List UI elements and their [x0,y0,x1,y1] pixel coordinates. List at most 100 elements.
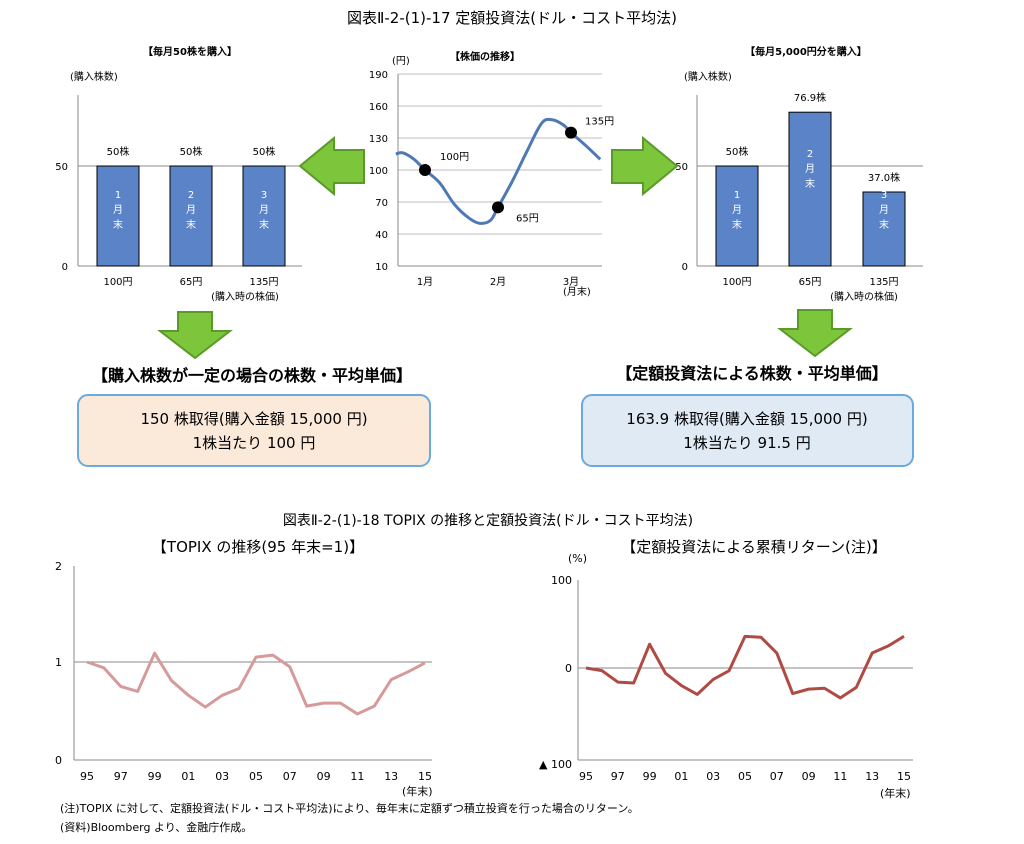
right-bar-inner-label-3-2: 月 [879,204,889,216]
topix-x-tick-07: 07 [283,770,297,783]
price-y-tick-160: 160 [369,102,388,113]
price-y-tick-190: 190 [369,70,388,81]
right-result-line2: 1株当たり 91.5 円 [683,434,810,452]
topix-x-tick-05: 05 [249,770,263,783]
right-x-tick-1: 100円 [722,277,751,288]
right-bar-inner-label-1-2: 月 [732,204,742,216]
right-y-tick-0: 0 [682,262,688,273]
left-result-heading: 【購入株数が一定の場合の株数・平均単価】 [92,366,412,385]
left-x-tick-2: 65円 [180,277,203,288]
left-bar-value-label-3: 50株 [253,145,276,158]
right-bar-1 [715,165,759,267]
right-result-line1: 163.9 株取得(購入金額 15,000 円) [626,410,867,428]
topix-line-chart: 2 1 0 95 97 99 01 03 05 07 09 11 13 15 (年末) [55,560,433,798]
right-bar-value-label-3: 37.0株 [868,171,900,184]
price-marker-3 [565,126,577,139]
topix-y-tick-1: 1 [55,656,62,669]
left-bar-3 [242,165,286,267]
topix-x-tick-95: 95 [80,770,94,783]
return-x-tick-09: 09 [802,770,816,783]
price-line-chart: 【株価の推移】 (円) 10 40 70 100 130 160 190 1月 2月 3月 100… [369,50,614,298]
price-marker-2 [492,201,504,214]
left-chart-subtitle: 【毎月50株を購入】 [143,45,237,58]
topix-x-tick-97: 97 [114,770,128,783]
left-result-box [77,394,431,467]
return-chart-unit: (%) [568,552,587,565]
left-bar-2 [169,165,213,267]
right-bar-value-label-1: 50株 [726,145,749,158]
left-bar-inner-label-1-3: 末 [113,218,123,231]
left-bar-value-label-1: 50株 [107,145,130,158]
left-y-tick-0: 0 [62,262,68,273]
price-chart-unit: (円) [392,56,410,67]
figure18-title: 図表Ⅱ-2-(1)-18 TOPIX の推移と定額投資法(ドル・コスト平均法) [283,513,693,529]
topix-series-line [86,651,426,716]
left-bar-chart: 【毎月50株を購入】 (購入株数) 0 50 50株 1 月末 100円 50株 2 月末 6… [55,45,302,303]
right-bar-inner-label-2-3: 末 [805,177,815,190]
return-x-unit: (年末) [880,786,911,800]
arrow-down-right [777,309,853,358]
right-x-tick-3: 135円 [869,277,898,288]
right-y-tick-50: 50 [675,162,688,173]
arrow-left [298,135,365,197]
price-y-tick-70: 70 [375,198,388,209]
left-x-tick-1: 100円 [103,277,132,288]
left-x-note: (購入時の株価) [211,290,279,303]
right-bar-inner-label-2-1: 2 [807,149,813,160]
return-chart-subtitle: 【定額投資法による累積リターン(注)】 [621,538,887,556]
left-y-tick-50: 50 [55,162,68,173]
arrow-down-left [157,311,233,360]
left-bar-inner-label-2-3: 末 [186,218,196,231]
topix-x-tick-03: 03 [215,770,229,783]
right-chart-unit: (購入株数) [684,70,732,83]
price-marker-label-3: 135円 [585,117,614,128]
price-marker-1 [419,163,431,176]
return-x-tick-15: 15 [897,770,911,783]
figure17-title: 図表Ⅱ-2-(1)-17 定額投資法(ドル・コスト平均法) [347,9,677,27]
topix-chart-subtitle: 【TOPIX の推移(95 年末=1)】 [152,538,364,556]
topix-y-tick-2: 2 [55,560,62,573]
return-x-tick-13: 13 [865,770,879,783]
topix-x-tick-13: 13 [384,770,398,783]
left-bar-inner-label-3-3: 末 [259,218,269,231]
right-result-heading: 【定額投資法による株数・平均単価】 [616,364,888,383]
right-chart-subtitle: 【毎月5,000円分を購入】 [745,45,867,58]
topix-x-tick-15: 15 [418,770,432,783]
price-y-tick-130: 130 [369,134,388,145]
left-result-line2: 1株当たり 100 円 [193,434,316,452]
topix-x-tick-01: 01 [181,770,195,783]
return-y-tick-100: 100 [551,574,572,587]
return-line-chart: (%) 100 0 ▲ 100 95 97 99 01 03 05 07 09 11 13 15 (… [539,552,913,800]
return-x-tick-03: 03 [706,770,720,783]
source-note: (資料)Bloomberg より、金融庁作成。 [60,820,252,834]
topix-y-tick-0: 0 [55,754,62,767]
price-x-tick-3: 3月 [563,276,579,288]
price-x-unit: (月末) [563,285,591,298]
return-x-tick-05: 05 [738,770,752,783]
right-bar-value-label-2: 76.9株 [794,91,826,104]
right-bar-inner-label-2-2: 月 [805,163,815,175]
topix-x-unit: (年末) [402,784,433,798]
left-bar-inner-label-3-1: 3 [261,190,267,201]
left-bar-value-label-2: 50株 [180,145,203,158]
price-chart-subtitle: 【株価の推移】 [450,50,520,63]
return-x-tick-07: 07 [770,770,784,783]
left-bar-inner-label-1-1: 1 [115,190,121,201]
return-x-tick-97: 97 [611,770,625,783]
return-series-line [585,634,905,700]
topix-x-tick-99: 99 [148,770,162,783]
left-bar-inner-label-1-2: 月 [113,204,123,216]
left-x-tick-3: 135円 [249,277,278,288]
return-x-tick-01: 01 [674,770,688,783]
right-x-note: (購入時の株価) [830,290,898,303]
price-marker-label-2: 65円 [516,213,539,224]
topix-x-tick-11: 11 [350,770,364,783]
price-x-tick-1: 1月 [417,276,433,288]
return-y-tick-0: 0 [565,662,572,675]
price-marker-label-1: 100円 [440,152,469,163]
left-bar-inner-label-2-2: 月 [186,204,196,216]
right-bar-2 [788,111,832,267]
return-x-tick-95: 95 [579,770,593,783]
